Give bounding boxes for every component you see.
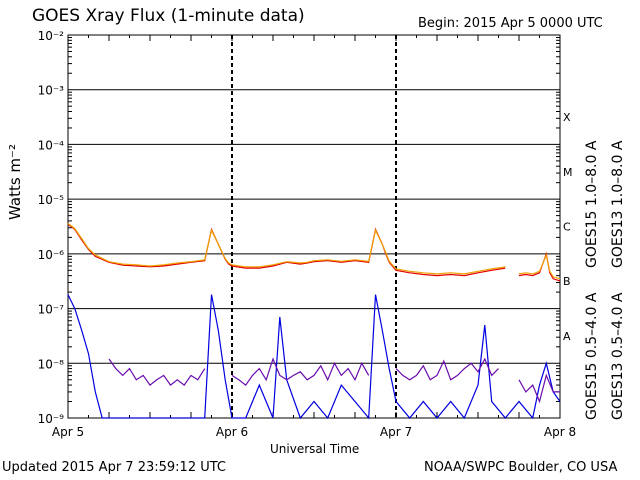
x-tick-label: Apr 7 (380, 425, 412, 439)
legend-goes15-short: GOES15 0.5–4.0 A (584, 292, 600, 420)
flare-class-label: B (563, 275, 571, 288)
y-tick-label: 10⁻⁶ (38, 248, 65, 262)
x-tick-label: Apr 8 (544, 425, 576, 439)
chart-title: GOES Xray Flux (1-minute data) (32, 6, 305, 26)
series-line-2 (67, 294, 561, 420)
y-tick-label: 10⁻⁹ (38, 412, 65, 426)
x-tick-label: Apr 5 (52, 425, 84, 439)
x-axis-label: Universal Time (270, 442, 360, 456)
plot-frame (67, 34, 561, 419)
series-line-1 (67, 222, 561, 280)
y-tick-label: 10⁻⁴ (38, 138, 65, 152)
y-tick-label: 10⁻⁷ (38, 303, 65, 317)
legend-goes13-long: GOES13 1.0–8.0 A (610, 140, 626, 268)
series-line-0 (67, 223, 561, 282)
flare-class-label: X (563, 111, 571, 124)
y-tick-label: 10⁻⁵ (38, 193, 65, 207)
credit-label: NOAA/SWPC Boulder, CO USA (424, 460, 618, 475)
flare-class-label: M (563, 166, 573, 179)
updated-timestamp: Updated 2015 Apr 7 23:59:12 UTC (2, 460, 226, 475)
x-tick-label: Apr 6 (216, 425, 248, 439)
series-line-3 (108, 357, 560, 404)
flare-class-label: C (563, 221, 571, 234)
legend-goes13-short: GOES13 0.5–4.0 A (610, 292, 626, 420)
begin-time-label: Begin: 2015 Apr 5 0000 UTC (418, 16, 603, 31)
y-tick-label: 10⁻² (38, 29, 65, 43)
legend-goes15-long: GOES15 1.0–8.0 A (584, 140, 600, 268)
y-tick-label: 10⁻³ (38, 84, 65, 98)
flare-class-label: A (563, 330, 571, 343)
y-tick-label: 10⁻⁸ (38, 357, 65, 371)
y-axis-label: Watts m⁻² (6, 144, 24, 220)
